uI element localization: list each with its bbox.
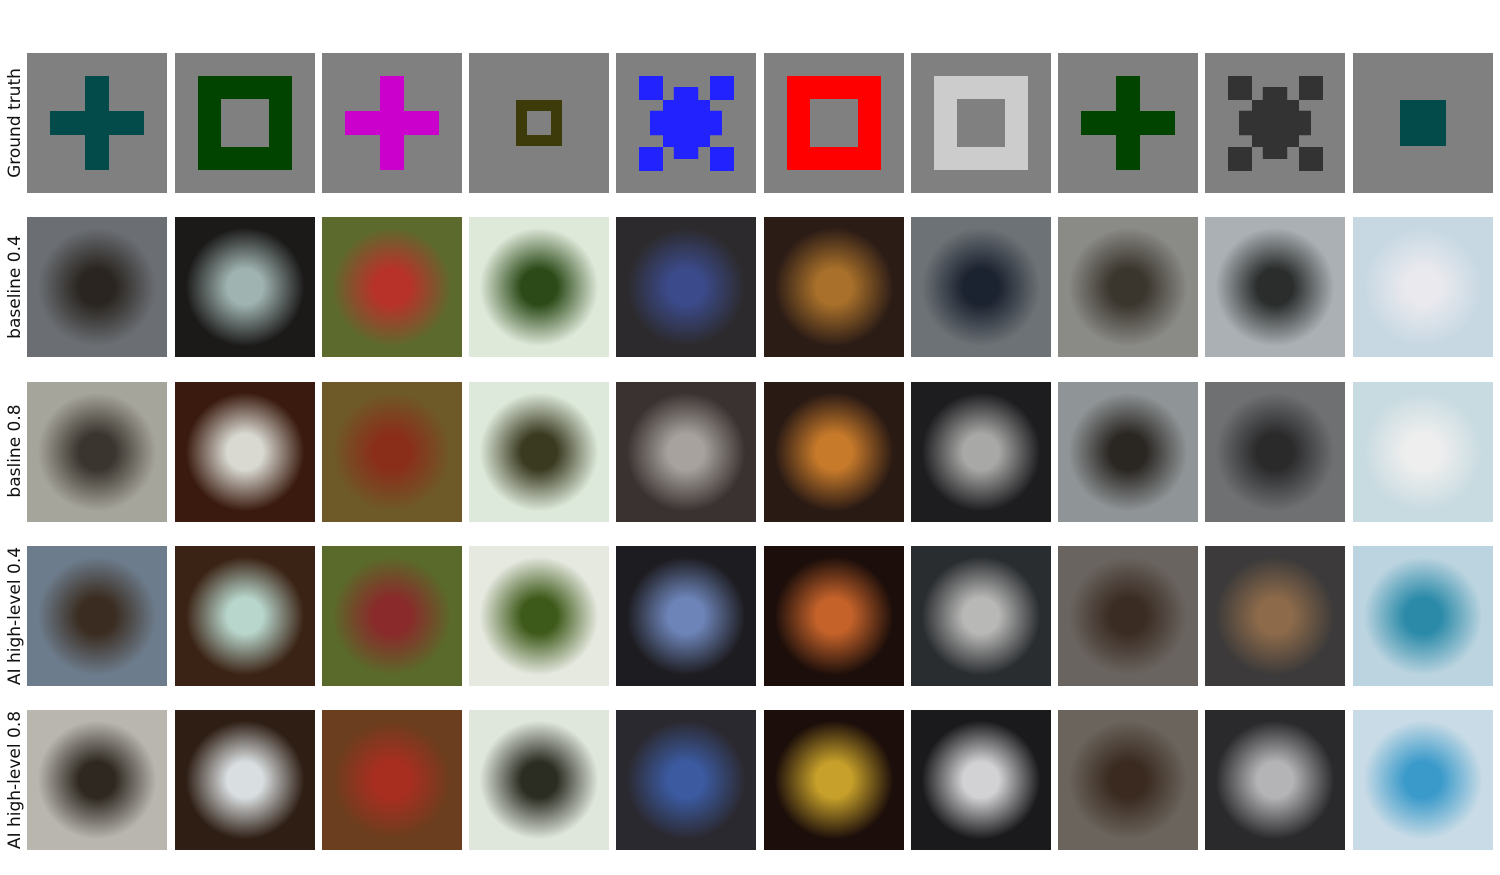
square-outline-shape bbox=[516, 100, 562, 146]
generated-image-tile bbox=[764, 217, 904, 357]
generated-image-tile bbox=[911, 546, 1051, 686]
x-shape-cell bbox=[1298, 146, 1323, 171]
generated-image-tile bbox=[1058, 382, 1198, 522]
generated-image-tile bbox=[764, 546, 904, 686]
ground-truth-tile bbox=[911, 53, 1051, 193]
ground-truth-tile bbox=[469, 53, 609, 193]
generated-image-tile bbox=[469, 710, 609, 850]
generated-image-tile bbox=[911, 217, 1051, 357]
generated-image-tile bbox=[175, 546, 315, 686]
row-label-ground-truth: Ground truth bbox=[5, 68, 25, 178]
generated-image-tile bbox=[469, 217, 609, 357]
row-label-baseline-04: baseline 0.4 bbox=[5, 235, 25, 339]
x-shape-cell bbox=[709, 76, 734, 100]
ground-truth-tile bbox=[1058, 53, 1198, 193]
generated-image-tile bbox=[911, 710, 1051, 850]
ground-truth-tile bbox=[616, 53, 756, 193]
plus-shape-horizontal bbox=[1081, 111, 1175, 135]
generated-image-tile bbox=[27, 217, 167, 357]
generated-image-tile bbox=[1205, 217, 1345, 357]
generated-image-tile bbox=[764, 382, 904, 522]
generated-image-tile bbox=[1058, 546, 1198, 686]
generated-image-tile bbox=[175, 382, 315, 522]
generated-image-tile bbox=[1058, 710, 1198, 850]
square-solid-shape bbox=[1400, 100, 1446, 146]
x-shape-cell bbox=[639, 146, 663, 171]
generated-image-tile bbox=[27, 546, 167, 686]
square-outline-shape bbox=[787, 76, 881, 170]
row-label-ai-high-level-08: AI high-level 0.8 bbox=[5, 710, 25, 850]
plus-shape-horizontal bbox=[50, 111, 144, 135]
generated-image-tile bbox=[1205, 710, 1345, 850]
generated-image-tile bbox=[616, 382, 756, 522]
generated-image-tile bbox=[1353, 546, 1493, 686]
generated-image-tile bbox=[322, 382, 462, 522]
generated-image-tile bbox=[1353, 382, 1493, 522]
square-outline-shape bbox=[198, 76, 292, 170]
generated-image-tile bbox=[911, 382, 1051, 522]
generated-image-tile bbox=[175, 217, 315, 357]
x-shape-cell bbox=[1298, 76, 1323, 100]
generated-image-tile bbox=[1058, 217, 1198, 357]
x-shape-cell bbox=[1228, 146, 1252, 171]
generated-image-tile bbox=[616, 710, 756, 850]
ground-truth-tile bbox=[1205, 53, 1345, 193]
ground-truth-tile bbox=[322, 53, 462, 193]
x-shape-cell bbox=[1228, 76, 1252, 100]
ground-truth-tile bbox=[27, 53, 167, 193]
row-label-ai-high-level-04: AI high-level 0.4 bbox=[5, 546, 25, 686]
generated-image-tile bbox=[1353, 217, 1493, 357]
generated-image-tile bbox=[469, 546, 609, 686]
generated-image-tile bbox=[616, 217, 756, 357]
row-label-basline-08: basline 0.8 bbox=[5, 404, 25, 498]
generated-image-tile bbox=[27, 710, 167, 850]
ground-truth-tile bbox=[1353, 53, 1493, 193]
generated-image-tile bbox=[27, 382, 167, 522]
generated-image-tile bbox=[616, 546, 756, 686]
plus-shape-horizontal bbox=[345, 111, 439, 135]
generated-image-tile bbox=[1205, 546, 1345, 686]
x-shape-cell bbox=[639, 76, 663, 100]
generated-image-tile bbox=[469, 382, 609, 522]
x-shape-cell bbox=[709, 146, 734, 171]
ground-truth-tile bbox=[175, 53, 315, 193]
generated-image-tile bbox=[764, 710, 904, 850]
generated-image-tile bbox=[322, 217, 462, 357]
generated-image-tile bbox=[322, 710, 462, 850]
generated-image-tile bbox=[1353, 710, 1493, 850]
square-outline-shape bbox=[934, 76, 1028, 170]
generated-image-tile bbox=[1205, 382, 1345, 522]
ground-truth-tile bbox=[764, 53, 904, 193]
generated-image-tile bbox=[175, 710, 315, 850]
generated-image-tile bbox=[322, 546, 462, 686]
